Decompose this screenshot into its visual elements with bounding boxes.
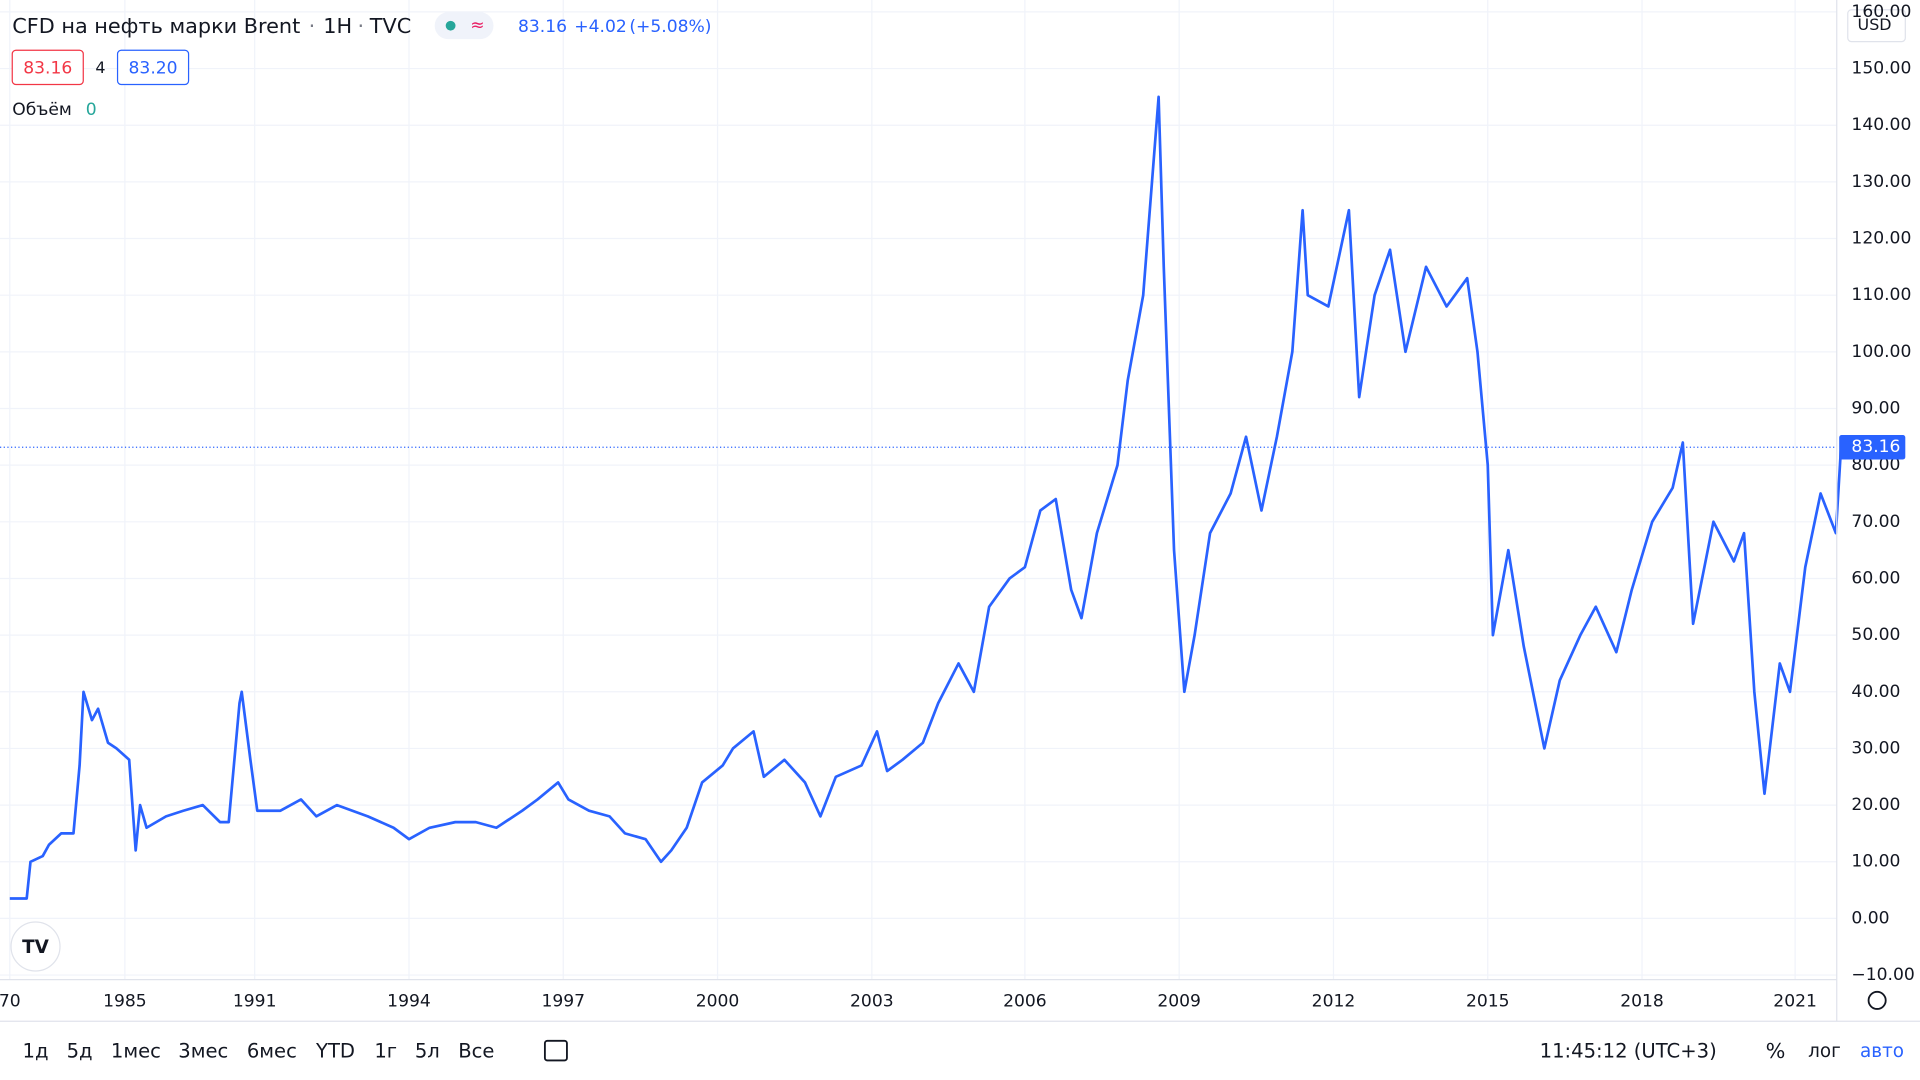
date-range-icon[interactable]	[543, 1039, 568, 1062]
log-toggle[interactable]: лог	[1808, 1041, 1841, 1062]
range-button[interactable]: Все	[458, 1039, 494, 1062]
y-tick-label: 10.00	[1851, 852, 1900, 872]
range-button[interactable]: 1мес	[111, 1039, 161, 1062]
volume: 0	[86, 100, 97, 120]
change-pct: (+5.08%)	[629, 17, 711, 37]
x-tick-label: 70	[0, 992, 21, 1012]
y-tick-label: 0.00	[1851, 908, 1889, 928]
y-tick-label: 120.00	[1851, 229, 1911, 249]
percent-toggle[interactable]: %	[1766, 1039, 1786, 1063]
x-tick-label: 1994	[387, 992, 431, 1012]
x-tick-label: 2012	[1312, 992, 1356, 1012]
y-tick-label: 60.00	[1851, 568, 1900, 588]
range-button[interactable]: YTD	[315, 1039, 355, 1062]
currency: USD	[1858, 15, 1892, 34]
last-price-label: 83.16	[1851, 437, 1900, 457]
spread: 4	[95, 58, 105, 77]
y-tick-label: −10.00	[1851, 965, 1914, 985]
y-tick-label: 160.00	[1851, 2, 1911, 22]
sell-button[interactable]	[11, 49, 84, 86]
auto-toggle[interactable]: авто	[1860, 1041, 1904, 1062]
range-button[interactable]: 5л	[415, 1039, 440, 1062]
symbol: CFD на нефть марки Brent	[12, 14, 300, 38]
last-quote: 83.16	[518, 17, 567, 37]
sep: ·	[358, 14, 365, 38]
market-open-dot	[445, 20, 456, 31]
range-button[interactable]: 1д	[23, 1039, 49, 1062]
interval: 1H	[323, 14, 352, 38]
currency-button[interactable]	[1847, 9, 1906, 43]
x-tick-label: 2018	[1620, 992, 1664, 1012]
y-tick-label: 140.00	[1851, 115, 1911, 135]
bid: 83.16	[23, 59, 72, 79]
range-button[interactable]: 6мес	[247, 1039, 297, 1062]
delay-icon: ≈	[470, 16, 484, 36]
y-tick-label: 150.00	[1851, 59, 1911, 79]
y-tick-label: 20.00	[1851, 795, 1900, 815]
y-tick-label: 40.00	[1851, 682, 1900, 702]
y-tick-label: 70.00	[1851, 512, 1900, 532]
y-tick-label: 90.00	[1851, 398, 1900, 418]
ask: 83.20	[129, 59, 178, 79]
price-line	[9, 95, 1843, 900]
range-button[interactable]: 1г	[374, 1039, 397, 1062]
y-tick-label: 100.00	[1851, 342, 1911, 362]
range-button[interactable]: 5д	[67, 1039, 93, 1062]
sep: ·	[309, 14, 316, 38]
x-tick-label: 2006	[1003, 992, 1047, 1012]
x-tick-label: 2021	[1773, 992, 1817, 1012]
x-tick-label: 2000	[696, 992, 740, 1012]
logo[interactable]	[10, 921, 61, 972]
x-tick-label: 2003	[850, 992, 894, 1012]
x-tick-label: 1997	[541, 992, 585, 1012]
settings-icon[interactable]	[1867, 990, 1887, 1010]
x-tick-label: 1991	[233, 992, 277, 1012]
y-tick-label: 130.00	[1851, 172, 1911, 192]
y-tick-label: 80.00	[1851, 455, 1900, 475]
volume-label: Объём	[12, 100, 72, 120]
status-pill[interactable]	[434, 12, 494, 40]
logo-mark: TV	[22, 937, 50, 958]
change: +4.02	[574, 17, 626, 37]
x-tick-label: 2009	[1157, 992, 1201, 1012]
last-price-badge	[1839, 435, 1906, 460]
y-tick-label: 110.00	[1851, 285, 1911, 305]
clock[interactable]: 11:45:12 (UTC+3)	[1540, 1039, 1717, 1062]
x-tick-label: 2015	[1466, 992, 1510, 1012]
exchange: TVC	[369, 14, 411, 38]
y-tick-label: 30.00	[1851, 738, 1900, 758]
buy-button[interactable]	[116, 49, 190, 86]
x-tick-label: 1985	[103, 992, 147, 1012]
range-button[interactable]: 3мес	[178, 1039, 228, 1062]
y-tick-label: 50.00	[1851, 625, 1900, 645]
